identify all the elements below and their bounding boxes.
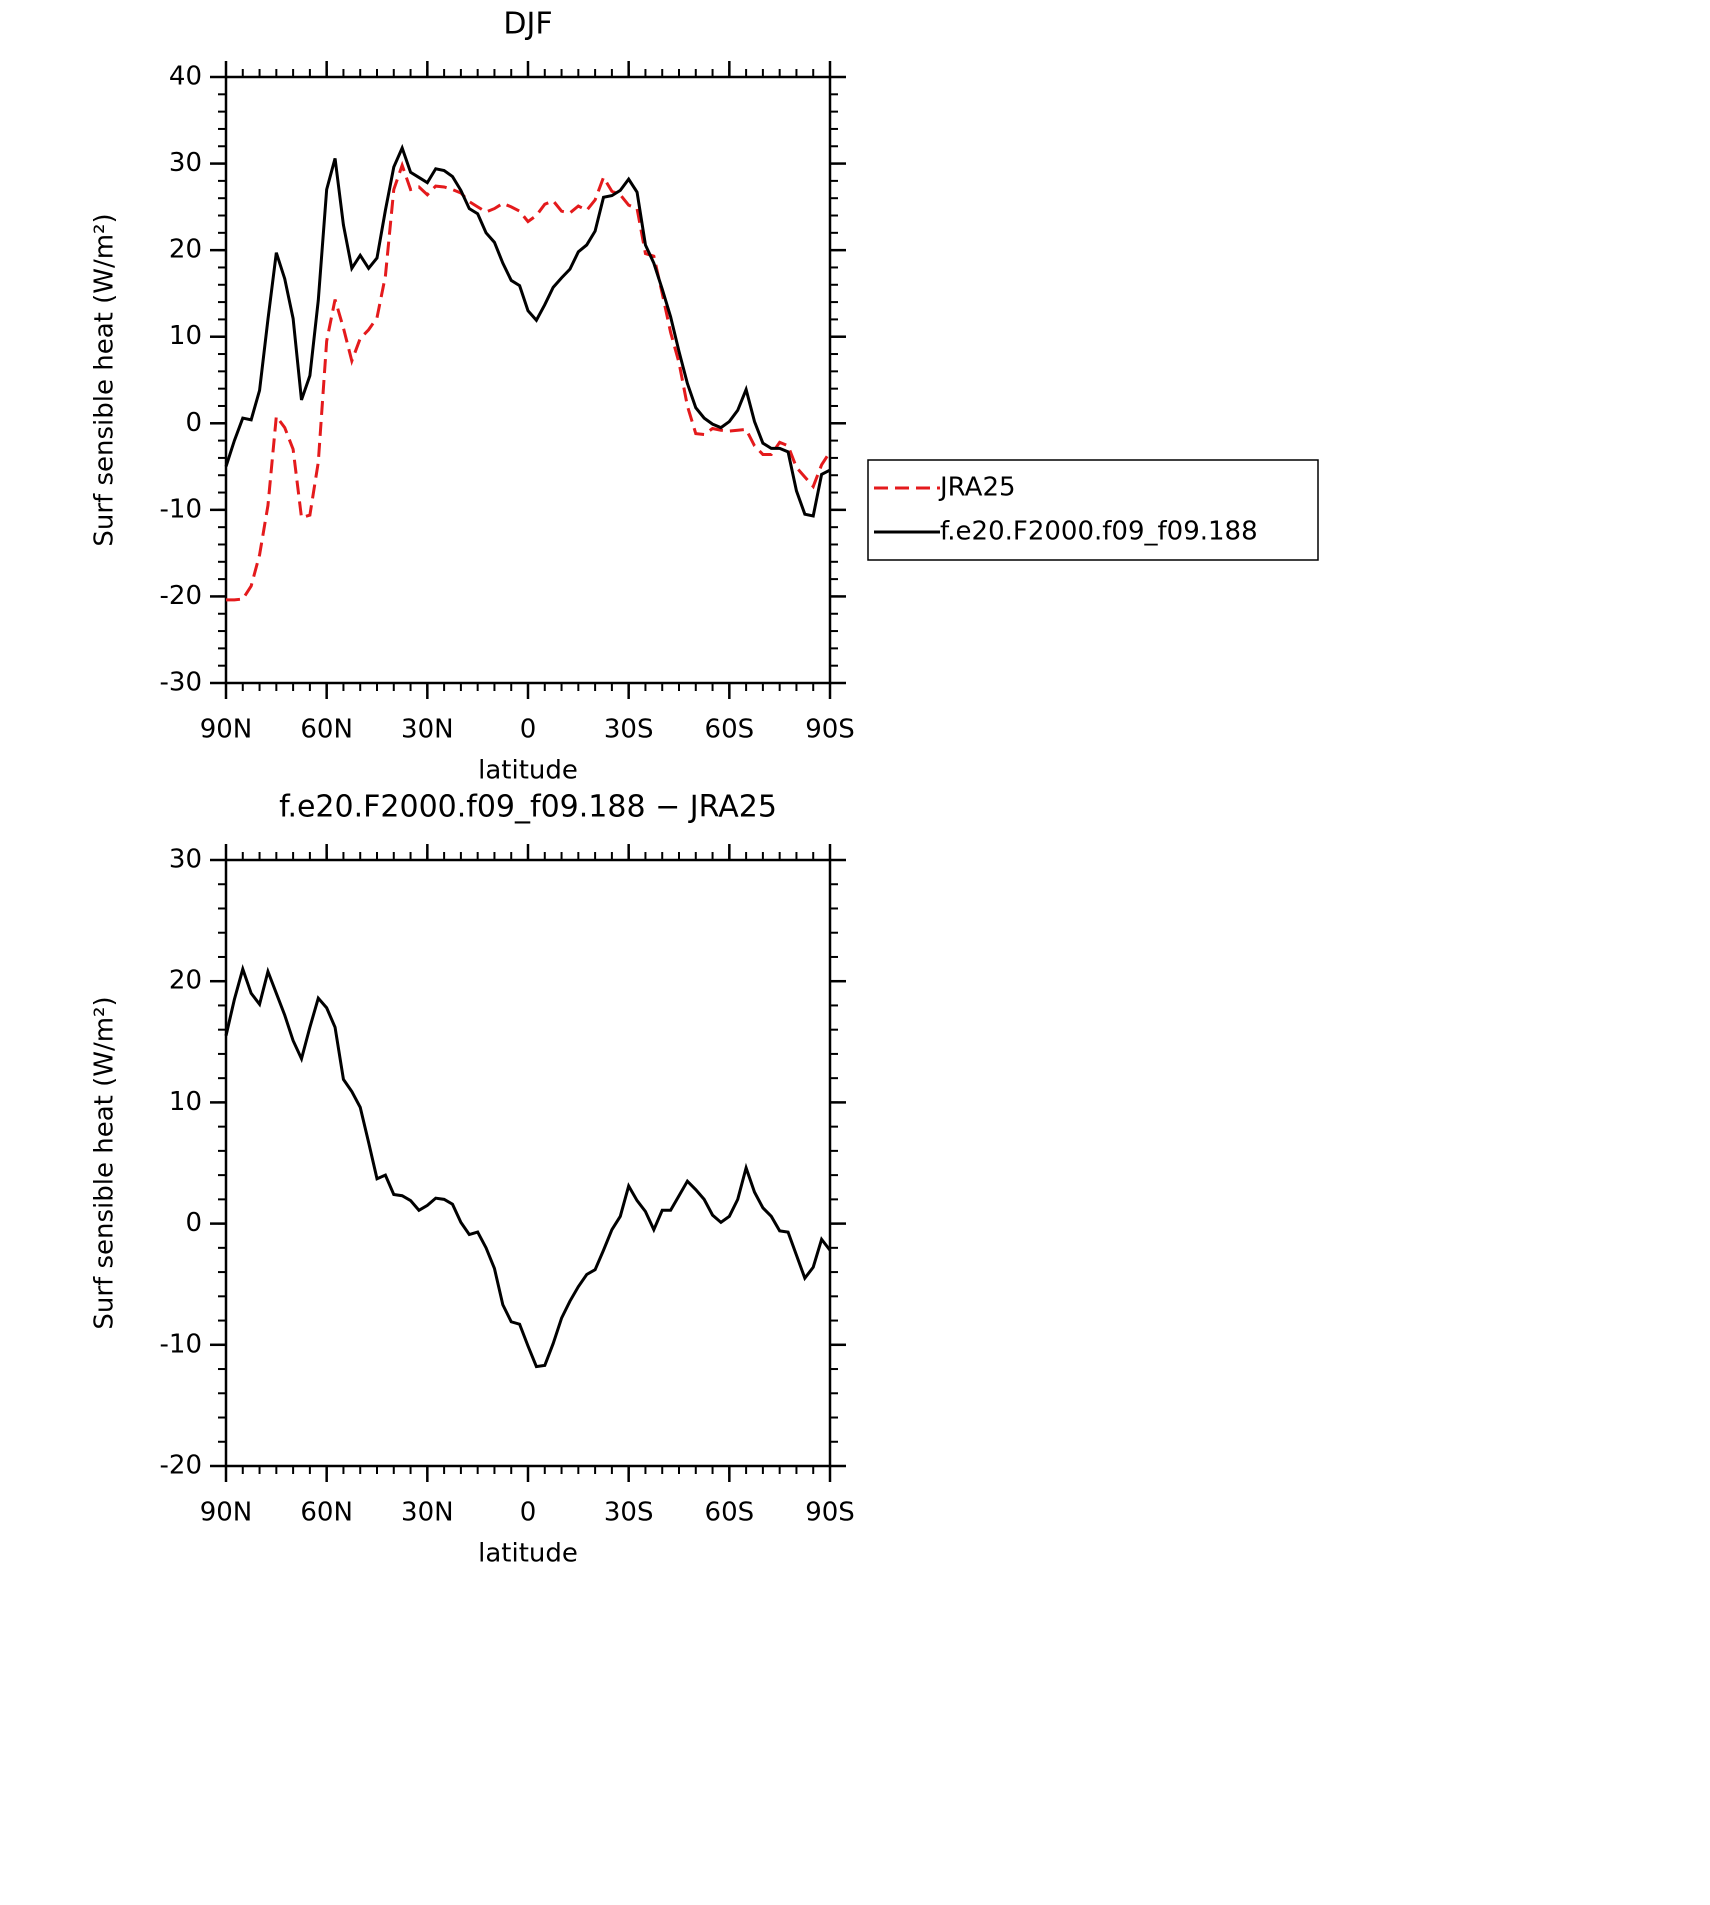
y-tick-label: -30 <box>160 668 202 698</box>
y-tick-label: 20 <box>169 235 202 265</box>
y-tick-label: 10 <box>169 321 202 351</box>
x-tick-label: 30N <box>401 1498 454 1528</box>
x-tick-label: 0 <box>520 1498 537 1528</box>
x-tick-label: 90N <box>200 715 253 745</box>
y-tick-label: 30 <box>169 845 202 875</box>
x-tick-label: 60N <box>300 715 353 745</box>
x-tick-label: 90N <box>200 1498 253 1528</box>
data-line <box>224 143 831 518</box>
chart-title: DJF <box>503 7 552 42</box>
y-tick-label: 0 <box>185 1208 202 1238</box>
y-tick-label: -20 <box>160 581 202 611</box>
y-axis-label: Surf sensible heat (W/m²) <box>90 213 120 546</box>
y-tick-label: 10 <box>169 1087 202 1117</box>
x-tick-label: 30S <box>604 715 654 745</box>
plot-frame <box>224 858 832 1468</box>
data-line <box>224 964 832 1369</box>
y-tick-label: -10 <box>160 494 202 524</box>
chart-title: f.e20.F2000.f09_f09.188 − JRA25 <box>279 790 777 825</box>
x-tick-label: 0 <box>520 715 537 745</box>
x-tick-label: 60S <box>705 1498 755 1528</box>
y-tick-label: -10 <box>160 1329 202 1359</box>
x-tick-label: 30S <box>604 1498 654 1528</box>
plot-frame <box>224 75 832 685</box>
legend-label: f.e20.F2000.f09_f09.188 <box>940 517 1258 547</box>
x-axis-label: latitude <box>478 756 578 786</box>
x-axis-label: latitude <box>478 1539 578 1569</box>
x-tick-label: 90S <box>805 715 855 745</box>
x-tick-label: 60S <box>705 715 755 745</box>
y-axis-label: Surf sensible heat (W/m²) <box>90 996 120 1329</box>
data-line <box>226 160 832 602</box>
legend-box <box>867 459 1319 561</box>
y-tick-label: 40 <box>169 62 202 92</box>
x-tick-label: 90S <box>805 1498 855 1528</box>
legend-label: JRA25 <box>938 473 1016 503</box>
y-tick-label: 30 <box>169 148 202 178</box>
x-tick-label: 60N <box>300 1498 353 1528</box>
y-tick-label: 20 <box>169 966 202 996</box>
y-tick-label: -20 <box>160 1451 202 1481</box>
y-tick-label: 0 <box>185 408 202 438</box>
x-tick-label: 30N <box>401 715 454 745</box>
